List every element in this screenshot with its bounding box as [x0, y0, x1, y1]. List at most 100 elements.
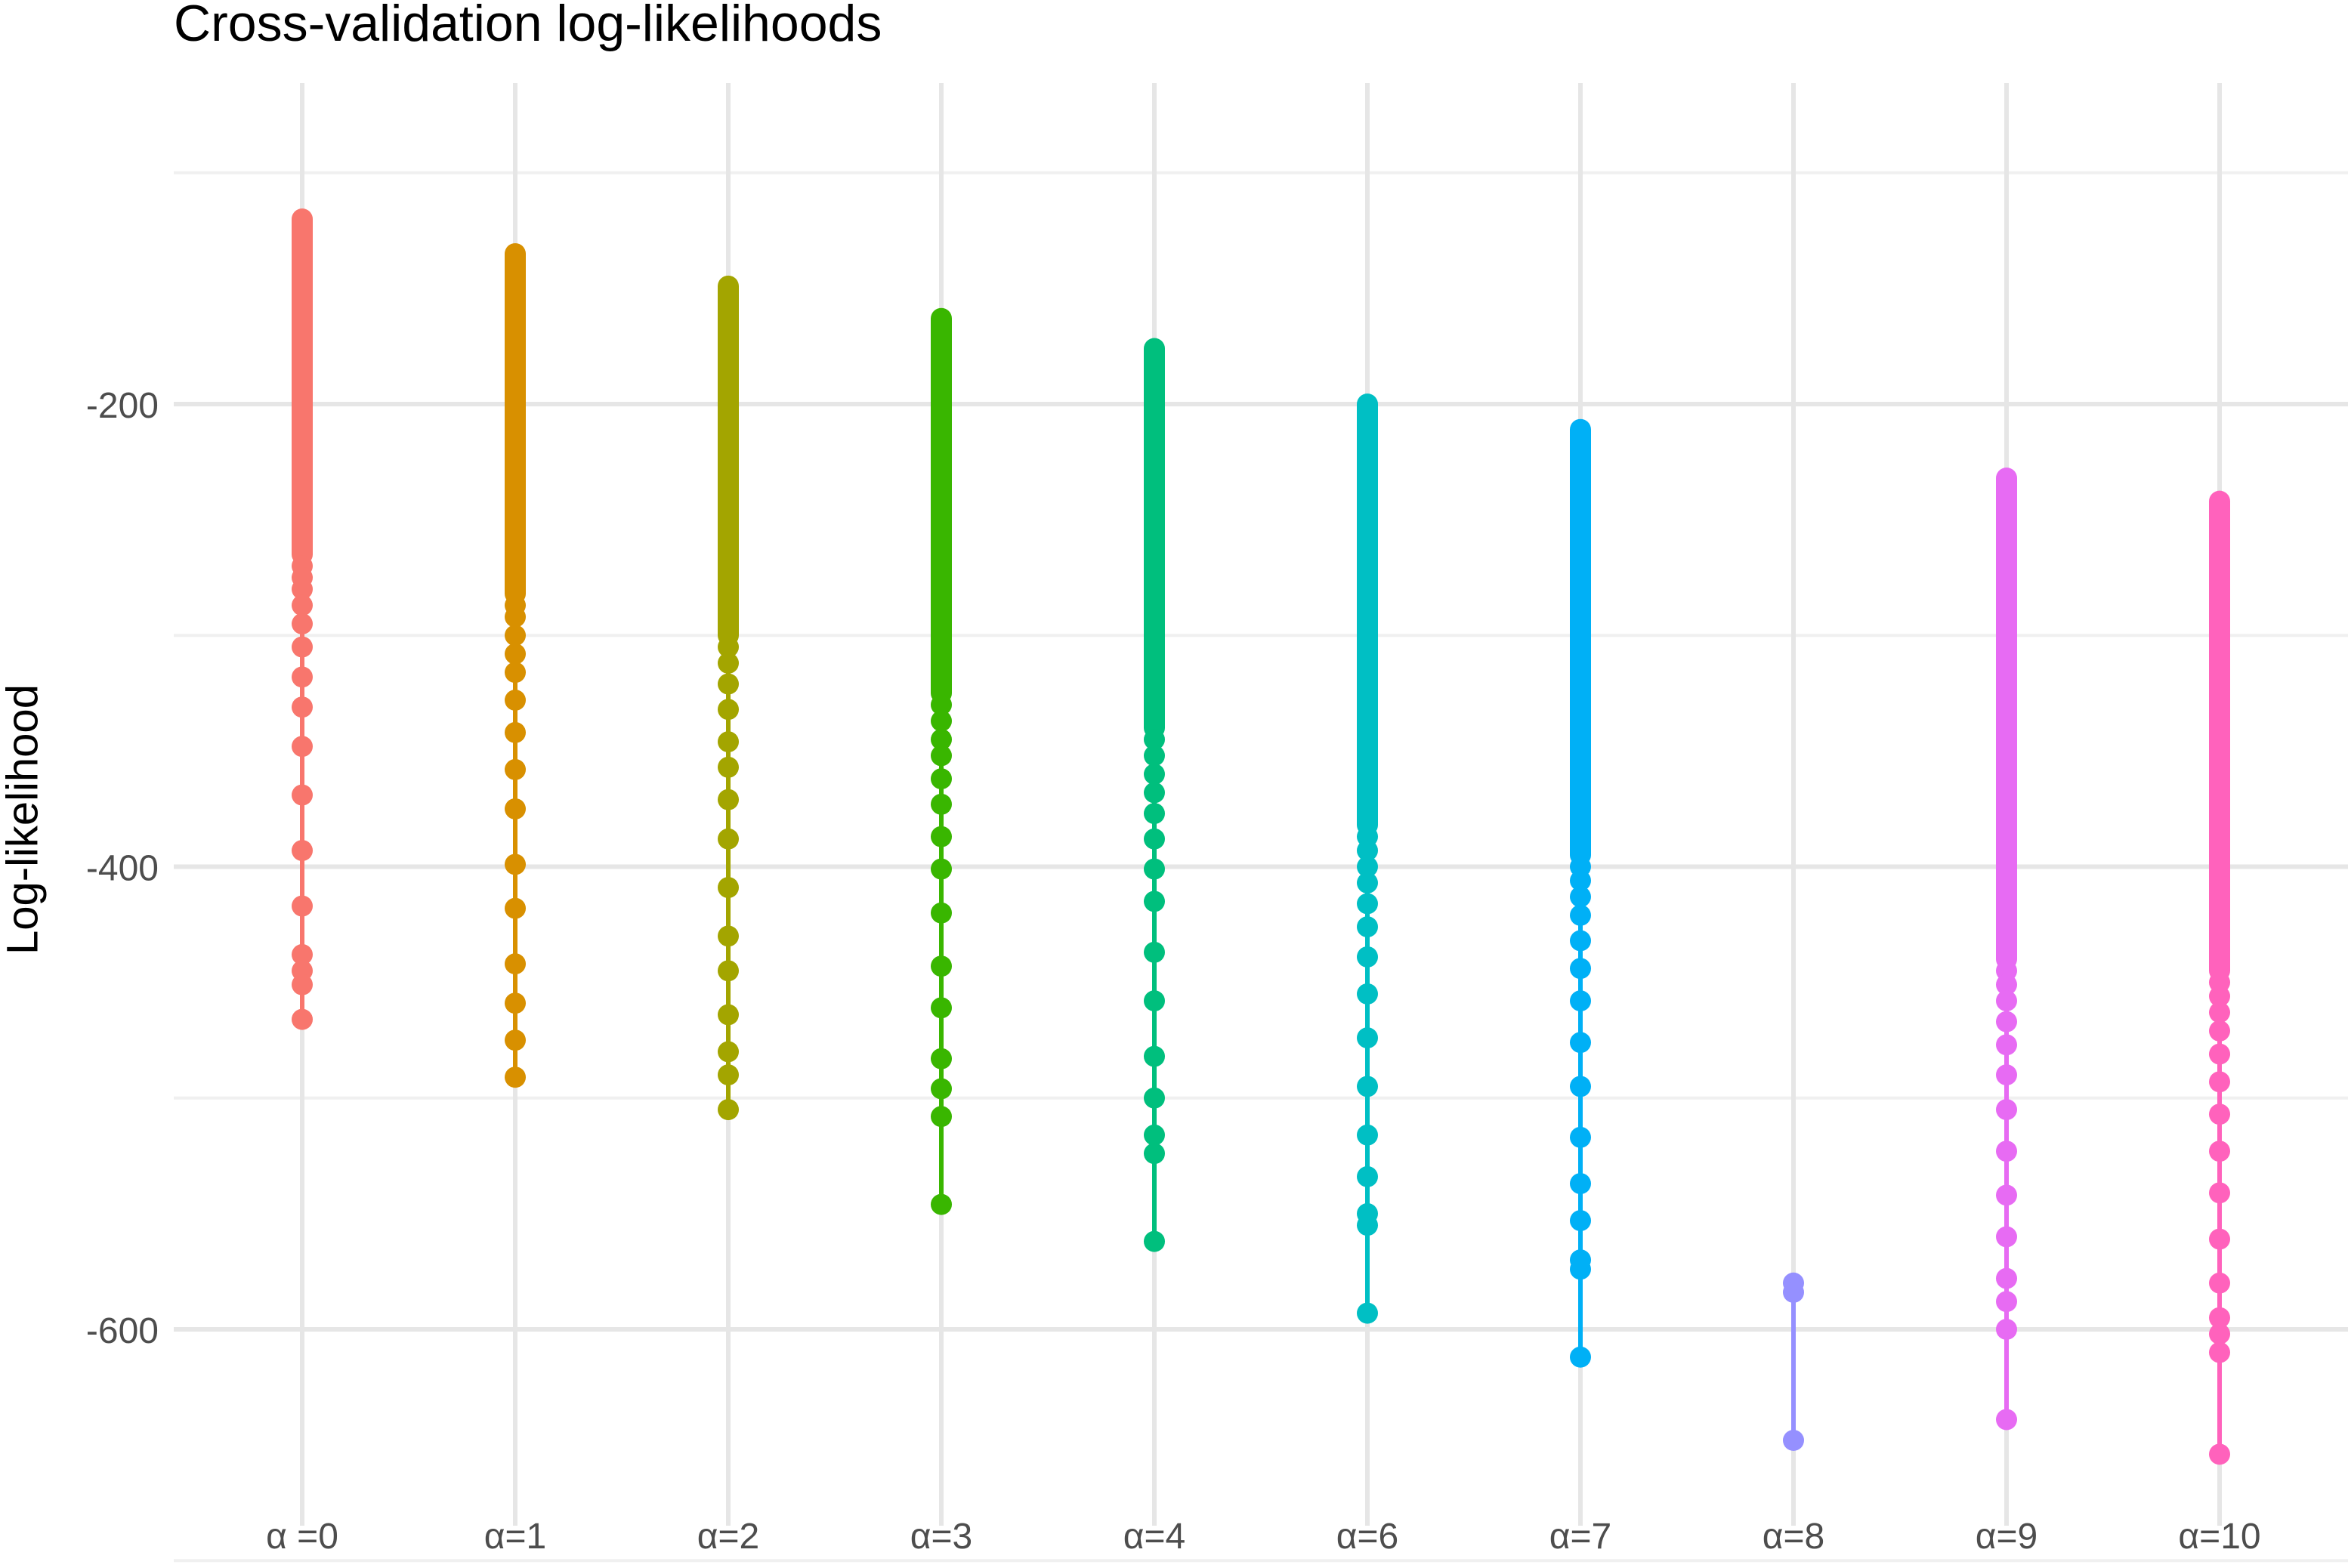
data-point: [292, 840, 313, 862]
data-point: [1996, 1011, 2017, 1032]
data-point: [292, 784, 313, 806]
x-tick-label: α=8: [1763, 1517, 1824, 1557]
data-point: [2209, 1103, 2230, 1125]
data-point: [1357, 1124, 1378, 1146]
data-point: [505, 758, 526, 780]
data-point: [1144, 1087, 1165, 1109]
data-point: [931, 902, 952, 924]
data-point: [718, 877, 739, 899]
data-point: [718, 1099, 739, 1121]
data-point: [931, 1106, 952, 1128]
data-point: [1144, 1124, 1165, 1146]
data-point: [931, 1048, 952, 1070]
data-point: [1996, 1226, 2017, 1248]
data-point: [2209, 1341, 2230, 1363]
data-point: [1996, 1141, 2017, 1162]
data-point: [2209, 1020, 2230, 1042]
data-point: [505, 992, 526, 1014]
data-point: [1357, 872, 1378, 894]
data-point: [931, 955, 952, 977]
data-point: [1144, 890, 1165, 912]
data-point: [1996, 1184, 2017, 1206]
data-point: [1357, 893, 1378, 915]
data-point: [292, 1008, 313, 1030]
data-point: [505, 1066, 526, 1088]
data-point-cluster: [1570, 418, 1591, 866]
data-point: [2209, 1043, 2230, 1065]
y-tick-label: -200: [86, 386, 159, 426]
data-point: [1144, 764, 1165, 785]
data-point: [1996, 1409, 2017, 1431]
data-point: [1144, 1143, 1165, 1165]
data-point: [1144, 782, 1165, 804]
data-point: [1144, 828, 1165, 850]
data-point: [718, 673, 739, 695]
data-point: [2209, 1272, 2230, 1294]
data-point: [292, 636, 313, 658]
data-point: [1996, 1064, 2017, 1086]
data-point: [718, 1064, 739, 1086]
x-tick-label: α=3: [910, 1517, 972, 1557]
data-point: [718, 1004, 739, 1026]
data-point: [1996, 1267, 2017, 1289]
data-point-cluster: [1357, 394, 1378, 836]
data-point-cluster: [505, 242, 526, 605]
data-point: [1357, 1215, 1378, 1236]
x-tick-label: α=1: [484, 1517, 546, 1557]
data-point: [931, 1078, 952, 1100]
data-point-cluster: [931, 307, 952, 704]
data-point: [1357, 946, 1378, 968]
data-point: [292, 594, 313, 616]
data-point: [1144, 858, 1165, 880]
data-point: [1570, 990, 1591, 1012]
data-point: [505, 721, 526, 743]
data-point: [1357, 840, 1378, 862]
data-point: [505, 953, 526, 975]
data-point: [2209, 1228, 2230, 1250]
data-point-cluster: [1996, 468, 2017, 970]
data-point: [2209, 986, 2230, 1007]
data-point: [1357, 1027, 1378, 1049]
data-point: [1996, 1291, 2017, 1313]
x-tick-label: α=6: [1336, 1517, 1398, 1557]
data-point: [1357, 916, 1378, 938]
x-tick-label: α=9: [1976, 1517, 2038, 1557]
data-point: [292, 974, 313, 995]
data-point: [1996, 974, 2017, 995]
data-point: [931, 1193, 952, 1215]
data-point: [1570, 1258, 1591, 1280]
data-point: [1570, 904, 1591, 926]
data-point: [718, 653, 739, 674]
x-tick-label: α=10: [2178, 1517, 2260, 1557]
data-point: [931, 858, 952, 880]
data-point: [931, 729, 952, 751]
data-point: [1357, 1302, 1378, 1324]
data-point: [718, 699, 739, 721]
data-point: [1783, 1282, 1804, 1303]
data-point: [718, 960, 739, 982]
data-point: [1144, 803, 1165, 825]
data-point: [2209, 1323, 2230, 1345]
data-point: [505, 690, 526, 711]
data-point-cluster: [718, 275, 739, 647]
data-point: [931, 997, 952, 1019]
data-point: [292, 696, 313, 718]
data-point: [2209, 1307, 2230, 1329]
data-point: [1570, 1076, 1591, 1097]
data-point: [505, 662, 526, 684]
data-point: [718, 789, 739, 810]
data-point: [1570, 1126, 1591, 1148]
data-point: [1996, 990, 2017, 1012]
data-point: [931, 793, 952, 815]
data-point: [505, 1029, 526, 1051]
data-point: [931, 745, 952, 767]
data-point: [718, 828, 739, 850]
data-point: [1570, 958, 1591, 980]
data-point: [931, 826, 952, 847]
data-point-cluster: [1144, 338, 1165, 739]
data-point: [718, 1041, 739, 1063]
data-point: [1357, 1165, 1378, 1187]
data-point: [505, 798, 526, 819]
x-tick-label: α=7: [1549, 1517, 1611, 1557]
